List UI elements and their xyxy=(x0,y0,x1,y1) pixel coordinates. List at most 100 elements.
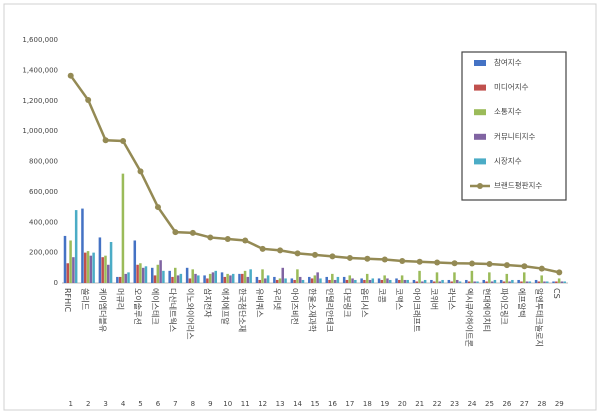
legend-label: 미디어지수 xyxy=(494,82,529,92)
line-point xyxy=(329,253,336,260)
bar xyxy=(162,270,165,283)
bar xyxy=(293,279,296,283)
bar xyxy=(63,235,67,283)
bar xyxy=(505,273,509,283)
bar xyxy=(388,279,392,283)
bar xyxy=(290,278,294,283)
bar xyxy=(528,281,532,283)
bar xyxy=(301,279,305,283)
bar xyxy=(133,240,137,283)
line-point xyxy=(538,265,545,272)
x-tick-label: 엑시큐어하이트론 xyxy=(465,288,475,347)
legend-label: 소통지수 xyxy=(494,107,522,116)
line-point xyxy=(172,229,179,236)
bar xyxy=(467,281,471,283)
y-tick-label: 1,000,000 xyxy=(22,127,58,135)
bar xyxy=(174,267,177,283)
bar xyxy=(363,279,366,283)
legend-swatch xyxy=(474,60,486,66)
x-tick-label: 한울소재과학 xyxy=(308,288,318,333)
category-number: 20 xyxy=(398,400,407,408)
legend-swatch xyxy=(474,109,486,116)
category-number: 29 xyxy=(555,400,564,408)
bar xyxy=(159,260,162,283)
x-tick-label: 다보링크 xyxy=(342,288,352,317)
bar xyxy=(116,276,119,283)
legend-label: 커뮤니티지수 xyxy=(494,132,535,141)
bar xyxy=(281,267,285,283)
bar xyxy=(540,275,543,283)
category-number: 24 xyxy=(468,400,477,408)
bar xyxy=(354,279,357,283)
category-number: 4 xyxy=(121,400,126,408)
bar xyxy=(203,275,206,283)
bar xyxy=(243,270,247,283)
category-number: 5 xyxy=(138,400,142,408)
bar xyxy=(83,252,87,283)
bar xyxy=(121,173,125,283)
category-number: 15 xyxy=(311,400,320,408)
y-tick-label: 1,600,000 xyxy=(22,36,58,44)
category-number: 22 xyxy=(433,400,442,408)
x-tick-label: 한국첨단소재 xyxy=(238,288,248,332)
line-point xyxy=(364,255,371,262)
bar xyxy=(534,279,538,283)
x-tick-label: 쏠리드 xyxy=(81,288,90,310)
bar xyxy=(421,281,424,283)
x-tick-label: 삼지전자 xyxy=(203,288,213,318)
x-tick-label: 코위버 xyxy=(430,288,440,310)
bar xyxy=(493,279,497,283)
line-point xyxy=(137,168,144,175)
bar xyxy=(342,276,346,283)
bar xyxy=(383,275,386,283)
bar xyxy=(441,279,444,283)
bar xyxy=(365,273,369,283)
line-point xyxy=(242,237,249,244)
bar xyxy=(473,281,476,283)
category-number: 18 xyxy=(363,400,372,408)
category-number: 17 xyxy=(345,400,354,408)
bar xyxy=(153,275,157,283)
x-tick-label: 우리넷 xyxy=(273,288,282,310)
line-point xyxy=(189,229,196,236)
category-number: 12 xyxy=(258,400,267,408)
bar xyxy=(109,241,113,283)
category-number: 14 xyxy=(293,400,302,408)
bar xyxy=(403,279,407,283)
y-tick-label: 1,200,000 xyxy=(22,97,58,105)
bar xyxy=(328,279,331,283)
bar xyxy=(476,281,479,283)
x-tick-label: 에프알텍 xyxy=(517,288,527,317)
bar xyxy=(127,272,130,283)
category-number: 26 xyxy=(502,400,511,408)
bar xyxy=(325,276,328,283)
x-tick-label: 케이엠더블유 xyxy=(98,288,108,332)
x-tick-label: 알엔투테크놀로지 xyxy=(534,288,544,347)
bar xyxy=(296,269,299,283)
bar xyxy=(412,279,416,283)
legend-label: 참여지수 xyxy=(494,57,522,67)
category-number: 27 xyxy=(520,400,529,408)
bar xyxy=(284,278,287,283)
bar xyxy=(191,269,194,283)
bar xyxy=(310,278,314,283)
category-number: 11 xyxy=(241,400,250,408)
y-tick-label: 400,000 xyxy=(29,218,58,226)
bar xyxy=(206,278,209,283)
bar xyxy=(313,275,317,283)
x-tick-label: 아이즈비전 xyxy=(290,288,300,325)
bar xyxy=(246,276,250,283)
bar xyxy=(141,267,145,283)
legend-swatch xyxy=(474,158,486,165)
line-point xyxy=(469,260,476,267)
line-point xyxy=(259,245,266,252)
bar xyxy=(98,237,102,283)
bar xyxy=(465,279,468,283)
bar xyxy=(438,281,442,283)
x-tick-label: 현대에이치티 xyxy=(482,288,492,332)
bar xyxy=(511,279,514,283)
bar xyxy=(69,240,72,283)
bar xyxy=(104,255,107,283)
bar xyxy=(380,279,384,283)
